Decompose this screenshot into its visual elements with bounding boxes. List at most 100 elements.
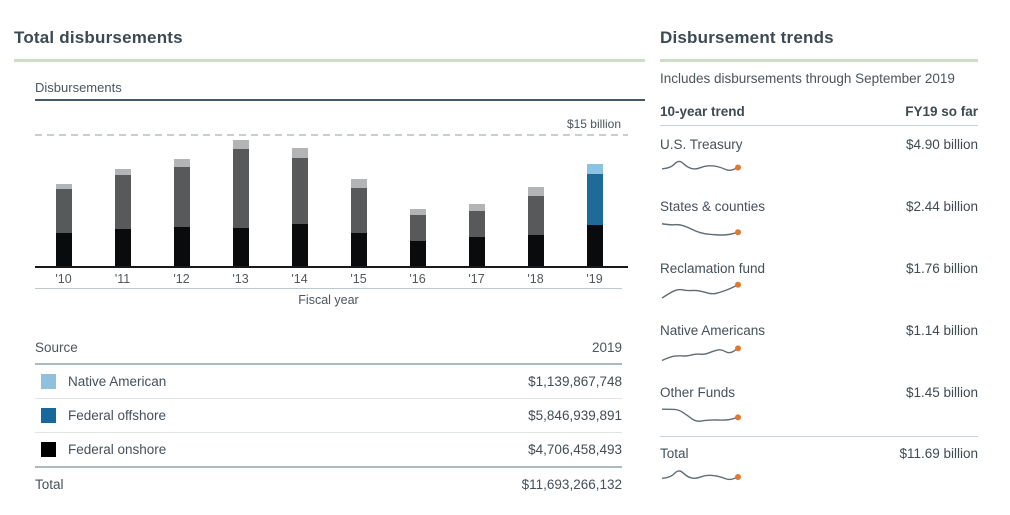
table-row-label: Federal onshore <box>68 442 167 457</box>
segment-native-american <box>350 179 367 188</box>
chart-top-rule <box>35 99 645 101</box>
sparkline-end-dot <box>735 281 741 288</box>
sparkline-other-funds <box>661 408 741 422</box>
legend-swatch-federal-offshore <box>41 408 56 423</box>
panel-title-disbursement-trends: Disbursement trends <box>660 28 834 47</box>
bar-12 <box>173 159 190 266</box>
trend-value: $1.14 billion <box>905 323 978 338</box>
sparkline-end-dot <box>735 164 741 171</box>
sparkline-native-americans <box>661 345 741 362</box>
sparkline-end-dot <box>735 229 741 236</box>
table-header-year: 2019 <box>591 340 622 355</box>
x-tick-label: '16 <box>409 272 426 286</box>
sparkline-path <box>661 347 739 362</box>
source-table: Source 2019 Native American $1,139,867,7… <box>35 334 622 501</box>
segment-federal-onshore <box>468 237 485 266</box>
segment-federal-offshore <box>114 175 131 229</box>
trend-row-reclamation-fund: Reclamation fund $1.76 billion <box>660 250 978 312</box>
disbursement-trends-panel: Disbursement trends Includes disbursemen… <box>660 0 978 489</box>
x-tick-label: '13 <box>232 272 249 286</box>
trend-row-total: Total $11.69 billion <box>660 436 978 489</box>
segment-federal-onshore <box>55 233 72 266</box>
segment-federal-offshore <box>350 188 367 233</box>
sparkline-path <box>661 470 739 481</box>
title-divider <box>14 59 645 62</box>
sparkline-path <box>661 160 739 171</box>
bar-15 <box>350 179 367 266</box>
segment-federal-offshore <box>586 174 603 225</box>
x-axis-line <box>35 266 628 268</box>
sparkline-path <box>661 408 739 422</box>
segment-federal-onshore <box>586 225 603 266</box>
sparkline-states-counties <box>661 223 741 236</box>
legend-swatch-native-american <box>41 374 56 389</box>
segment-federal-offshore <box>55 189 72 233</box>
table-total-row: Total $11,693,266,132 <box>35 466 622 501</box>
segment-native-american <box>114 169 131 175</box>
trend-label: States & counties <box>660 199 766 214</box>
trend-row-states-counties: States & counties $2.44 billion <box>660 188 978 250</box>
trend-total-value: $11.69 billion <box>899 446 978 461</box>
x-tick-label: '17 <box>468 272 485 286</box>
segment-federal-offshore <box>409 215 426 241</box>
trend-label: U.S. Treasury <box>660 137 743 152</box>
sparkline-total <box>661 470 741 481</box>
segment-federal-onshore <box>114 229 131 266</box>
x-axis-title: Fiscal year <box>298 293 359 307</box>
segment-native-american <box>173 159 190 167</box>
bar-18 <box>527 187 544 266</box>
segment-federal-onshore <box>527 235 544 266</box>
x-axis-tick-labels: '10 '11 '12 '13 '14 '15 '16 '17 '18 '19 <box>35 268 628 288</box>
chart-axis-title: Disbursements <box>35 80 122 95</box>
x-tick-label: '18 <box>527 272 544 286</box>
trend-value: $1.76 billion <box>905 261 978 276</box>
x-tick-label: '10 <box>55 272 72 286</box>
trends-header-fy19: FY19 so far <box>905 104 978 119</box>
sparkline-us-treasury <box>661 160 741 171</box>
trends-header-row: 10-year trend FY19 so far <box>660 104 978 126</box>
x-tick-label: '11 <box>114 272 131 286</box>
sparkline-path <box>661 284 739 299</box>
x-tick-label: '12 <box>173 272 190 286</box>
sparkline-end-dot <box>735 345 741 352</box>
table-row-value: $1,139,867,748 <box>528 374 622 389</box>
stacked-bar-chart: $15 billion <box>35 101 628 266</box>
total-disbursements-panel: Total disbursements Disbursements $15 bi… <box>14 0 645 501</box>
segment-native-american <box>527 187 544 196</box>
bar-19 <box>586 164 603 266</box>
trends-header-trend: 10-year trend <box>660 104 745 119</box>
trend-row-native-americans: Native Americans $1.14 billion <box>660 312 978 374</box>
x-tick-label: '15 <box>350 272 367 286</box>
panel-title-total-disbursements: Total disbursements <box>14 28 183 47</box>
bar-17 <box>468 204 485 266</box>
segment-federal-onshore <box>350 233 367 266</box>
segment-native-american <box>291 148 308 158</box>
table-row-label: Native American <box>68 374 167 389</box>
segment-federal-offshore <box>291 158 308 224</box>
trend-row-other-funds: Other Funds $1.45 billion <box>660 374 978 436</box>
bar-14 <box>291 148 308 266</box>
table-row-value: $5,846,939,891 <box>528 408 622 423</box>
sparkline-reclamation-fund <box>661 281 741 299</box>
table-row-value: $4,706,458,493 <box>528 442 622 457</box>
segment-native-american <box>409 209 426 215</box>
segment-federal-offshore <box>468 211 485 237</box>
sparkline-end-dot <box>735 414 741 421</box>
segment-native-american <box>468 204 485 211</box>
reference-line-label: $15 billion <box>566 117 621 131</box>
trend-row-us-treasury: U.S. Treasury $4.90 billion <box>660 126 978 188</box>
trend-value: $4.90 billion <box>905 137 978 152</box>
trend-value: $2.44 billion <box>905 199 978 214</box>
legend-swatch-federal-onshore <box>41 442 56 457</box>
segment-federal-onshore <box>173 227 190 266</box>
segment-federal-offshore <box>527 196 544 235</box>
bar-16 <box>409 209 426 266</box>
title-divider <box>660 59 978 62</box>
table-row: Federal onshore $4,706,458,493 <box>35 433 622 466</box>
x-axis-rule <box>35 288 622 289</box>
segment-federal-offshore <box>232 149 249 228</box>
trends-subtitle: Includes disbursements through September… <box>660 71 955 86</box>
trend-label: Native Americans <box>660 323 766 338</box>
table-row-label: Federal offshore <box>68 408 167 423</box>
